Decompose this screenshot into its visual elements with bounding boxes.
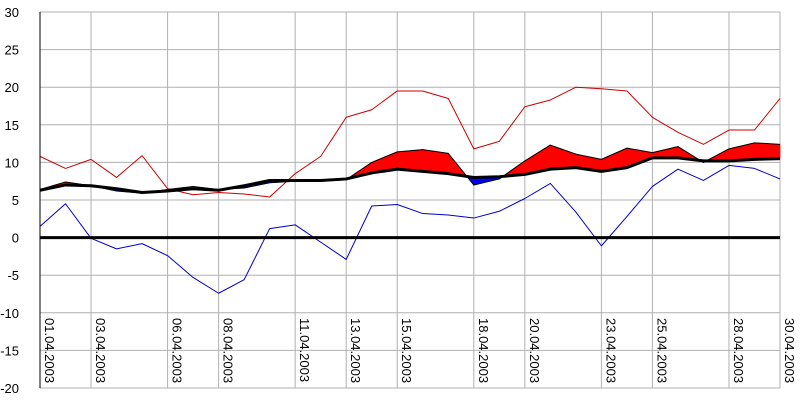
x-tick-label: 01.04.2003: [42, 318, 57, 383]
x-tick-label: 18.04.2003: [476, 318, 491, 383]
x-tick-label: 30.04.2003: [782, 318, 797, 383]
y-tick-label: -10: [0, 306, 19, 321]
axes: [39, 12, 780, 388]
y-tick-label: -20: [0, 381, 19, 396]
x-tick-label: 23.04.2003: [603, 318, 618, 383]
x-tick-label: 20.04.2003: [527, 318, 542, 383]
warm-deviation-fill: [652, 146, 679, 159]
x-tick-label: 15.04.2003: [399, 318, 414, 383]
y-tick-label: 20: [5, 80, 19, 95]
x-tick-label: 13.04.2003: [348, 318, 363, 383]
min-series-line: [39, 164, 781, 294]
y-tick-label: 10: [5, 155, 19, 170]
x-tick-label: 06.04.2003: [170, 318, 185, 383]
max-series-line: [39, 86, 781, 198]
x-tick-label: 03.04.2003: [93, 318, 108, 383]
y-tick-label: 25: [5, 43, 19, 58]
x-tick-label: 11.04.2003: [297, 318, 312, 382]
y-tick-label: 0: [12, 231, 19, 246]
warm-deviation-fill: [550, 144, 577, 170]
warm-deviation-fill: [754, 142, 781, 160]
y-tick-label: 30: [5, 5, 19, 20]
series-lines: [39, 86, 781, 294]
y-tick-label: -15: [0, 343, 19, 358]
x-tick-label: 08.04.2003: [221, 318, 236, 383]
y-tick-label: 5: [12, 193, 19, 208]
tick-labels: -20 -15 -10 -5 0 5 10 15 20 25 30 01.04.2003 03.04.2…: [0, 5, 797, 396]
y-tick-label: 15: [5, 118, 19, 133]
x-tick-label: 28.04.2003: [731, 318, 746, 383]
normal-series-line: [39, 156, 781, 194]
y-tick-label: -5: [7, 268, 19, 283]
x-tick-label: 25.04.2003: [654, 318, 669, 383]
